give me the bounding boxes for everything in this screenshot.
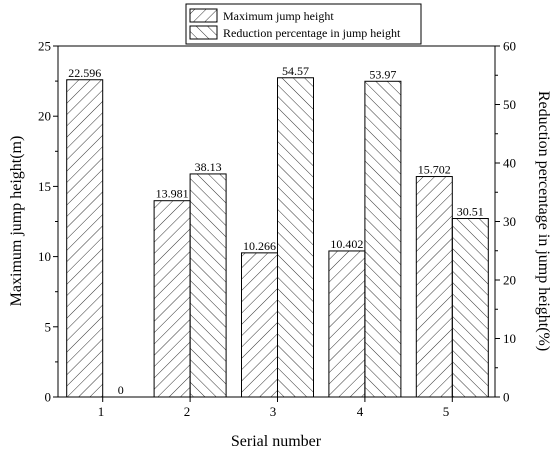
x-tick-label: 3 [270, 404, 277, 419]
y-right-tick-labels: 0 10 20 30 40 50 60 [503, 39, 516, 405]
y-left-axis-title: Maximum jump height(m) [8, 136, 25, 307]
data-label-max-jump-height: 15.702 [418, 163, 451, 177]
data-label-reduction-percentage: 0 [118, 383, 124, 397]
x-tick-label: 1 [98, 404, 105, 419]
y-left-tick-label: 15 [38, 179, 51, 194]
y-left-tick-label: 5 [45, 319, 52, 334]
data-label-max-jump-height: 10.266 [243, 239, 276, 253]
legend-swatch-reduction [189, 25, 218, 40]
legend: Maximum jump height Reduction percentage… [185, 3, 422, 45]
y-left-tick-label: 20 [38, 109, 51, 124]
legend-box [185, 3, 422, 45]
y-left-tick-labels: 0 5 10 15 20 25 [38, 39, 51, 405]
y-left-tick-label: 10 [38, 249, 51, 264]
y-right-tick-label: 10 [503, 331, 516, 346]
data-label-reduction-percentage: 30.51 [457, 205, 484, 219]
y-right-tick-label: 40 [503, 156, 516, 171]
x-tick-labels: 1 2 3 4 5 [98, 404, 450, 419]
y-right-tick-label: 60 [503, 39, 516, 54]
y-left-axis: 0 5 10 15 20 25 Maximum jump height(m) [8, 39, 58, 405]
y-right-tick-label: 30 [503, 214, 516, 229]
x-tick-label: 2 [184, 404, 191, 419]
data-labels: 22.596 0 13.981 38.13 10.266 54.57 10.402 53.97… [68, 64, 484, 397]
bar-max-jump-height [153, 200, 191, 398]
y-left-tick-label: 25 [38, 39, 51, 54]
y-right-tick-label: 0 [503, 390, 510, 405]
legend-label-reduction: Reduction percentage in jump height [223, 26, 401, 40]
y-right-tick-label: 50 [503, 97, 516, 112]
data-label-max-jump-height: 10.402 [330, 237, 363, 251]
data-label-reduction-percentage: 38.13 [195, 160, 222, 174]
data-label-reduction-percentage: 53.97 [369, 67, 396, 81]
bar-reduction-percentage [277, 77, 314, 398]
bar-max-jump-height [328, 250, 366, 398]
x-tick-label: 4 [357, 404, 364, 419]
x-axis: 1 2 3 4 5 Serial number [98, 397, 453, 450]
bars [66, 77, 489, 398]
y-left-tick-label: 0 [45, 390, 52, 405]
y-right-tick-marks [495, 45, 500, 398]
bar-max-jump-height [66, 79, 104, 398]
x-tick-label: 5 [443, 404, 450, 419]
bar-max-jump-height [241, 252, 278, 398]
data-label-reduction-percentage: 54.57 [282, 64, 309, 78]
y-right-tick-label: 20 [503, 273, 516, 288]
bar-reduction-percentage [189, 173, 227, 398]
y-right-axis: 0 10 20 30 40 50 60 Reduction percentage… [495, 39, 550, 405]
y-left-tick-marks [53, 45, 58, 398]
y-right-axis-title: Reduction percentage in jump height(%) [535, 91, 550, 351]
legend-label-max-height: Maximum jump height [223, 9, 334, 23]
data-label-max-jump-height: 13.981 [156, 187, 189, 201]
data-label-max-jump-height: 22.596 [68, 66, 101, 80]
legend-swatch-max-height [189, 8, 218, 23]
x-axis-title: Serial number [231, 433, 322, 450]
bar-reduction-percentage [364, 80, 402, 398]
bar-reduction-percentage [451, 218, 489, 398]
bar-max-jump-height [415, 176, 453, 398]
x-tick-marks [102, 397, 453, 402]
